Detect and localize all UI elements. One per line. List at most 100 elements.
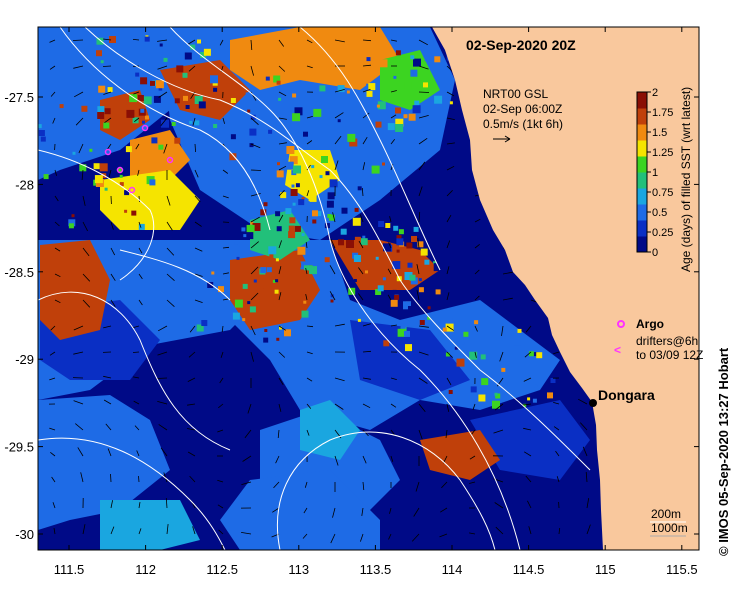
sst-age-pixel bbox=[365, 270, 368, 274]
current-vector bbox=[278, 377, 284, 386]
sst-age-pixel bbox=[410, 69, 418, 77]
sst-age-pixel bbox=[403, 301, 411, 310]
sst-age-pixel bbox=[236, 256, 240, 260]
current-vector bbox=[474, 325, 478, 332]
current-vector bbox=[446, 190, 453, 197]
sst-age-pixel bbox=[98, 106, 103, 111]
current-vector bbox=[103, 91, 112, 95]
sst-age-pixel bbox=[263, 337, 269, 343]
sst-age-pixel bbox=[357, 186, 362, 191]
current-vector bbox=[446, 292, 450, 301]
current-vector bbox=[334, 112, 344, 119]
sst-age-pixel bbox=[383, 243, 391, 252]
sst-age-pixel bbox=[392, 289, 397, 294]
sst-age-pixel bbox=[308, 193, 317, 202]
current-vector bbox=[54, 221, 60, 227]
sst-age-pixel bbox=[150, 80, 155, 86]
current-vector bbox=[474, 295, 480, 301]
current-vector bbox=[332, 507, 336, 518]
sst-age-pixel bbox=[274, 289, 279, 294]
sst-age-pixel bbox=[550, 378, 556, 383]
argo-float-marker bbox=[141, 124, 149, 132]
contour-line bbox=[276, 431, 496, 550]
sst-age-pixel bbox=[328, 214, 335, 221]
current-vector bbox=[446, 117, 455, 120]
sst-age-pixel bbox=[427, 316, 431, 320]
current-vector bbox=[108, 169, 112, 178]
current-vector bbox=[415, 481, 420, 492]
current-vector bbox=[418, 137, 428, 145]
current-vector bbox=[469, 481, 476, 484]
sst-age-pixel bbox=[163, 57, 168, 62]
plot-frame bbox=[37, 26, 700, 551]
sst-age-pixel bbox=[68, 219, 76, 227]
current-vector bbox=[187, 377, 196, 382]
current-vector bbox=[82, 524, 86, 535]
current-vector bbox=[334, 403, 344, 410]
sst-age-pixel bbox=[411, 236, 417, 242]
sst-age-pixel bbox=[218, 286, 224, 293]
colorbar-swatch bbox=[637, 156, 647, 173]
sst-age-pixel bbox=[290, 189, 298, 196]
colorbar-swatch bbox=[637, 92, 647, 109]
bathymetry-contours bbox=[38, 27, 591, 550]
sst-age-pixel bbox=[412, 105, 421, 114]
colorbar-swatches bbox=[637, 92, 647, 253]
current-vector bbox=[75, 423, 84, 431]
current-vector bbox=[72, 39, 84, 41]
current-vector bbox=[222, 195, 229, 199]
current-vector bbox=[418, 161, 426, 171]
sst-age-pixel bbox=[410, 277, 418, 285]
sst-age-pixel bbox=[276, 226, 282, 232]
sst-age-pixel bbox=[243, 234, 247, 238]
current-vector bbox=[523, 427, 532, 431]
current-vector bbox=[194, 299, 203, 303]
colorbar: 0 0.25 0.5 0.75 1 1.25 1.5 1.75 2 Age (days) of … bbox=[636, 87, 693, 272]
sst-age-pixel bbox=[418, 278, 422, 282]
current-vector bbox=[166, 221, 173, 231]
current-vector bbox=[523, 451, 532, 457]
sst-age-pixel bbox=[264, 329, 268, 332]
current-vector bbox=[306, 116, 313, 119]
sst-age-pixel bbox=[355, 231, 362, 238]
sst-age-pixel bbox=[414, 100, 420, 106]
sst-age-pixel bbox=[417, 241, 424, 248]
current-vector bbox=[306, 140, 313, 145]
colorbar-tick-label: 0.75 bbox=[652, 187, 673, 199]
sst-age-pixel bbox=[182, 72, 188, 78]
current-vector bbox=[250, 325, 256, 336]
x-axis: 111.5 112 112.5 113 113.5 114 114.5 115 115.5 bbox=[54, 27, 698, 577]
current-vector bbox=[388, 533, 392, 540]
current-vector bbox=[188, 351, 196, 358]
current-vector bbox=[194, 273, 203, 277]
current-vector bbox=[360, 533, 364, 542]
map-title: 02-Sep-2020 20Z bbox=[466, 37, 576, 53]
current-vector bbox=[306, 39, 313, 44]
sst-age-pixel bbox=[275, 211, 281, 217]
sst-age-pixel bbox=[198, 101, 206, 109]
sst-age-pixel bbox=[38, 130, 45, 136]
current-vector bbox=[194, 195, 201, 203]
sst-age-pixel bbox=[174, 98, 180, 104]
current-vector bbox=[523, 377, 532, 382]
current-vector bbox=[105, 423, 112, 431]
sst-age-pixel bbox=[312, 219, 317, 224]
current-vector bbox=[136, 450, 140, 457]
current-vector bbox=[50, 325, 56, 331]
current-vector bbox=[49, 65, 56, 70]
sst-age-pixel bbox=[513, 337, 522, 346]
sst-age-pixel bbox=[327, 192, 335, 200]
current-vector bbox=[138, 502, 141, 509]
sst-age-pixel bbox=[478, 394, 486, 402]
contour-label-200m: 200m bbox=[651, 507, 681, 521]
sst-age-pixel bbox=[395, 50, 401, 56]
sst-age-pixel bbox=[523, 403, 527, 407]
sst-age-pixel bbox=[288, 225, 295, 232]
current-vector bbox=[556, 476, 560, 483]
sst-age-pixel bbox=[363, 255, 372, 264]
sst-age-pixel bbox=[94, 175, 103, 184]
current-vector bbox=[160, 117, 168, 127]
current-vector bbox=[250, 266, 259, 275]
current-vector bbox=[250, 241, 259, 249]
